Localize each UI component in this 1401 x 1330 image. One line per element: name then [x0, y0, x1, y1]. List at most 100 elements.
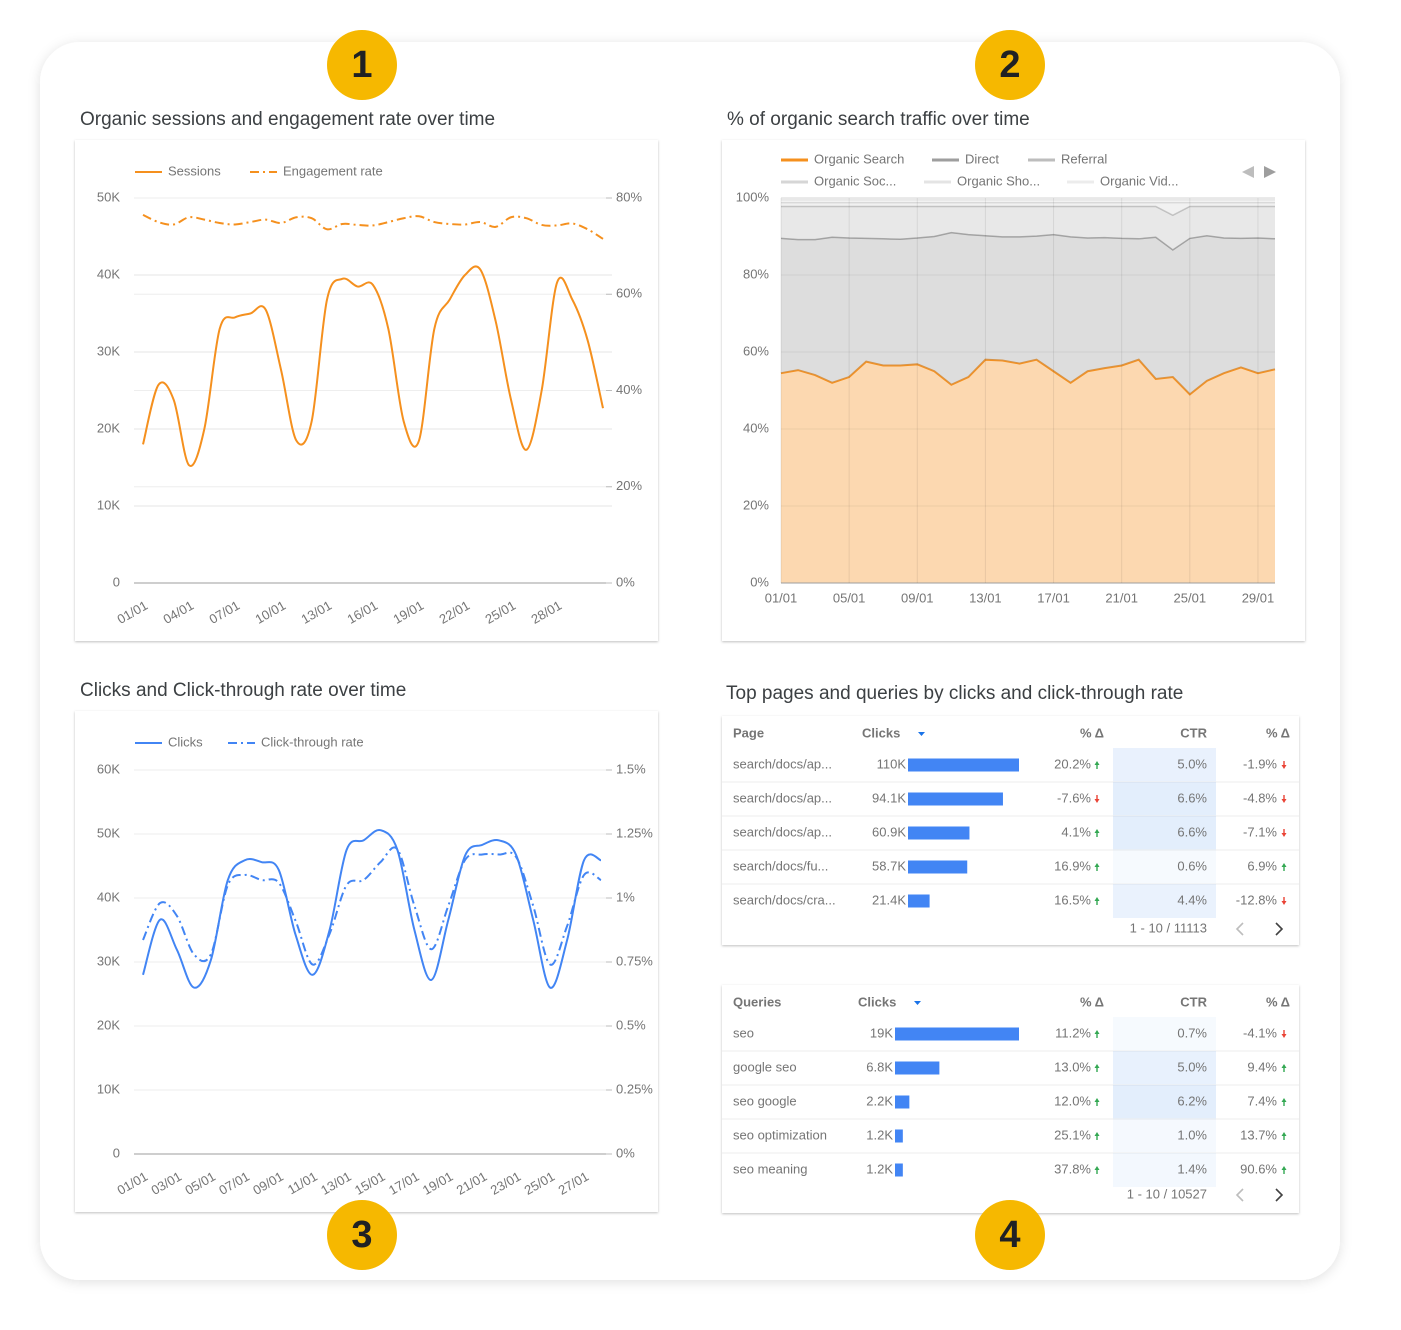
x-tick-label: 05/01	[833, 590, 866, 605]
arrow-up	[1281, 1132, 1287, 1140]
y-tick-label: 30K	[97, 343, 120, 358]
clicks-bar	[908, 860, 968, 874]
page-prev[interactable]	[1235, 922, 1244, 936]
clicks-label: 2.2K	[866, 1093, 893, 1108]
column-header[interactable]: CTR	[1180, 725, 1207, 740]
arrow-up	[1094, 1064, 1100, 1072]
clicks-change: -7.6%	[1057, 790, 1091, 805]
row-label: seo optimization	[733, 1127, 827, 1142]
x-tick-label: 21/01	[1105, 590, 1138, 605]
ctr-change: -1.9%	[1243, 756, 1277, 771]
row-label: google seo	[733, 1059, 797, 1074]
badge	[975, 1200, 1045, 1270]
legend-prev[interactable]	[1242, 166, 1254, 178]
series-area	[781, 359, 1275, 583]
badge-number: 1	[351, 44, 372, 86]
column-header[interactable]: % Δ	[1080, 725, 1104, 740]
page-next[interactable]	[1275, 1188, 1284, 1202]
ctr-change: -12.8%	[1236, 892, 1278, 907]
clicks-change: 4.1%	[1061, 824, 1091, 839]
clicks-change: 20.2%	[1054, 756, 1091, 771]
y-tick-label: 40%	[743, 420, 769, 435]
y2-tick-label: 60%	[616, 286, 642, 301]
arrow-up	[1094, 1098, 1100, 1106]
ctr-cell-bg	[1113, 1153, 1216, 1187]
clicks-change: 37.8%	[1054, 1161, 1091, 1176]
row-label: seo	[733, 1025, 754, 1040]
y-tick-label: 20K	[97, 420, 120, 435]
pagination: 1 - 10 / 10527	[1127, 1186, 1207, 1201]
y-tick-label: 80%	[743, 266, 769, 281]
y-tick-label: 30K	[97, 953, 120, 968]
clicks-change: 11.2%	[1055, 1025, 1091, 1040]
clicks-change: 13.0%	[1054, 1059, 1091, 1074]
ctr: 0.6%	[1177, 858, 1207, 873]
series-line	[142, 265, 604, 467]
ctr-cell-bg	[1113, 1017, 1216, 1051]
y2-tick-label: 1.5%	[616, 761, 646, 776]
clicks-change: 16.9%	[1054, 858, 1091, 873]
arrow-down	[1094, 795, 1100, 803]
ctr-cell-bg	[1113, 816, 1216, 850]
legend-label: Sessions	[168, 163, 221, 178]
x-tick-label: 29/01	[1242, 590, 1275, 605]
arrow-down	[1281, 1030, 1287, 1038]
arrow-up	[1094, 1166, 1100, 1174]
column-header[interactable]: Clicks	[862, 725, 900, 740]
x-tick-label: 25/01	[1174, 590, 1207, 605]
arrow-up	[1094, 761, 1100, 769]
y-tick-label: 0%	[750, 574, 769, 589]
column-header[interactable]: Page	[733, 725, 764, 740]
y-tick-label: 40K	[97, 266, 120, 281]
clicks-bar	[908, 758, 1019, 772]
ctr-cell-bg	[1113, 1051, 1216, 1085]
column-header[interactable]: Clicks	[858, 994, 896, 1009]
ctr: 1.0%	[1177, 1127, 1207, 1142]
y2-tick-label: 0%	[616, 1145, 635, 1160]
y2-tick-label: 1%	[616, 889, 635, 904]
chart-title: Clicks and Click-through rate over time	[80, 680, 406, 701]
row-label: search/docs/ap...	[733, 790, 832, 805]
arrow-down	[1281, 795, 1287, 803]
row-label: search/docs/fu...	[733, 858, 828, 873]
ctr: 5.0%	[1177, 1059, 1207, 1074]
page-prev[interactable]	[1235, 1188, 1244, 1202]
arrow-up	[1094, 863, 1100, 871]
ctr: 6.6%	[1177, 790, 1207, 805]
clicks-bar	[895, 1129, 903, 1143]
row-label: seo meaning	[733, 1161, 807, 1176]
column-header[interactable]: Queries	[733, 994, 781, 1009]
ctr-change: 90.6%	[1240, 1161, 1277, 1176]
ctr: 4.4%	[1177, 892, 1207, 907]
page-next[interactable]	[1275, 922, 1284, 936]
column-header[interactable]: CTR	[1180, 994, 1207, 1009]
y-tick-label: 60K	[97, 761, 120, 776]
column-header[interactable]: % Δ	[1266, 725, 1290, 740]
series-line	[142, 213, 604, 240]
clicks-label: 58.7K	[872, 858, 906, 873]
legend-label: Organic Soc...	[814, 173, 896, 188]
clicks-label: 110K	[877, 756, 907, 771]
column-header[interactable]: % Δ	[1266, 994, 1290, 1009]
x-tick-label: 13/01	[969, 590, 1002, 605]
clicks-change: 12.0%	[1054, 1093, 1091, 1108]
clicks-bar	[908, 826, 970, 840]
ctr-change: -4.8%	[1243, 790, 1277, 805]
series-area	[781, 206, 1275, 250]
y-tick-label: 20K	[97, 1017, 120, 1032]
ctr: 5.0%	[1177, 756, 1207, 771]
arrow-up	[1281, 863, 1287, 871]
clicks-label: 6.8K	[866, 1059, 893, 1074]
ctr-cell-bg	[1113, 782, 1216, 816]
clicks-label: 60.9K	[872, 824, 906, 839]
clicks-label: 21.4K	[872, 892, 906, 907]
column-header[interactable]: % Δ	[1080, 994, 1104, 1009]
series-line	[780, 358, 1276, 396]
x-tick-label: 17/01	[1037, 590, 1070, 605]
ctr-cell-bg	[1113, 1119, 1216, 1153]
legend-label: Click-through rate	[261, 734, 364, 749]
legend-next[interactable]	[1264, 166, 1276, 178]
table-panel	[722, 716, 1299, 945]
